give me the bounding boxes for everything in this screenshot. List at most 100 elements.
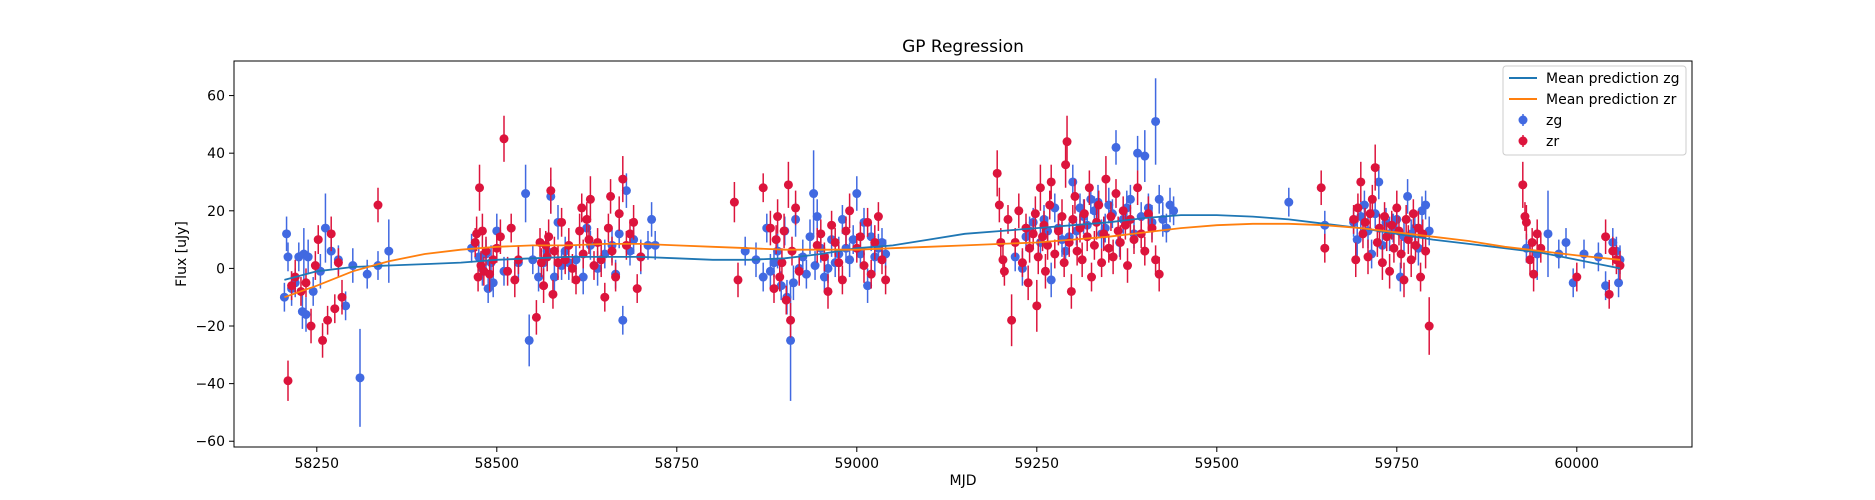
data-point-zr xyxy=(607,246,617,256)
data-point-zg xyxy=(1111,142,1121,152)
data-point-zr xyxy=(812,240,822,250)
data-point-zg xyxy=(355,373,365,383)
y-axis: −60 −40 −20 0 20 40 60 xyxy=(195,89,234,450)
prediction-lines-layer xyxy=(284,214,1621,299)
data-point-zr xyxy=(495,232,505,242)
data-point-zr xyxy=(1043,240,1053,250)
data-point-zr xyxy=(1111,189,1121,199)
data-point-zr xyxy=(863,217,873,227)
x-axis-label: MJD xyxy=(950,473,977,489)
data-point-zr xyxy=(606,191,616,201)
data-point-zr xyxy=(873,212,883,222)
legend-swatch-marker-zg xyxy=(1518,115,1528,125)
data-point-zg xyxy=(801,269,811,279)
data-point-zr xyxy=(614,209,624,219)
data-point-zr xyxy=(546,186,556,196)
data-point-zr xyxy=(1349,214,1359,224)
data-point-zr xyxy=(1154,269,1164,279)
data-point-zr xyxy=(1057,212,1067,222)
data-point-zg xyxy=(528,255,538,265)
data-point-zg xyxy=(845,255,855,265)
data-point-zr xyxy=(1377,258,1387,268)
data-point-zr xyxy=(1372,237,1382,247)
data-point-zg xyxy=(279,292,289,302)
data-point-zg xyxy=(521,189,531,199)
data-point-zr xyxy=(1007,315,1017,325)
data-point-zr xyxy=(1421,246,1431,256)
data-point-zr xyxy=(1320,243,1330,253)
data-point-zr xyxy=(1601,232,1611,242)
data-point-zr xyxy=(1066,286,1076,296)
data-point-zr xyxy=(834,258,844,268)
data-point-zr xyxy=(287,281,297,291)
plot-area-frame xyxy=(233,60,1693,448)
data-point-zr xyxy=(1075,223,1085,233)
data-point-zr xyxy=(1115,237,1125,247)
data-point-zg xyxy=(1421,200,1431,210)
x-tick-label: 59750 xyxy=(1375,456,1420,472)
y-tick-label: −40 xyxy=(195,377,225,393)
data-point-zr xyxy=(992,168,1002,178)
data-point-zr xyxy=(1363,252,1373,262)
data-point-zg xyxy=(1561,237,1571,247)
data-point-zr xyxy=(1028,229,1038,239)
data-point-zr xyxy=(845,206,855,216)
data-point-zr xyxy=(470,237,480,247)
data-point-zg xyxy=(643,240,653,250)
data-point-zr xyxy=(771,235,781,245)
data-point-zg xyxy=(1601,281,1611,291)
data-point-zg xyxy=(303,252,313,262)
data-point-zg xyxy=(1061,246,1071,256)
data-point-zr xyxy=(1068,214,1078,224)
data-point-zr xyxy=(1017,258,1027,268)
data-point-zg xyxy=(819,272,829,282)
data-point-zg xyxy=(1543,229,1553,239)
data-point-zr xyxy=(567,263,577,273)
chart-title: GP Regression xyxy=(902,37,1024,57)
line-mean-prediction-zr xyxy=(284,222,1621,299)
x-tick-label: 59500 xyxy=(1195,456,1240,472)
data-point-zr xyxy=(1106,212,1116,222)
data-point-zg xyxy=(758,272,768,282)
data-point-zg xyxy=(614,229,624,239)
data-point-zr xyxy=(1382,232,1392,242)
data-point-zr xyxy=(1129,235,1139,245)
data-point-zr xyxy=(326,229,336,239)
data-point-zg xyxy=(776,281,786,291)
data-point-zr xyxy=(866,269,876,279)
data-point-zr xyxy=(996,237,1006,247)
data-point-zg xyxy=(1169,206,1179,216)
data-point-zr xyxy=(600,292,610,302)
data-point-zr xyxy=(1399,275,1409,285)
data-point-zr xyxy=(1092,217,1102,227)
data-point-zr xyxy=(577,203,587,213)
data-point-zg xyxy=(823,263,833,273)
data-point-zr xyxy=(1089,240,1099,250)
data-point-zr xyxy=(999,266,1009,276)
data-point-zr xyxy=(1143,209,1153,219)
y-tick-label: 60 xyxy=(207,89,225,105)
data-point-zr xyxy=(1608,246,1618,256)
data-point-zg xyxy=(1403,191,1413,201)
data-point-zg xyxy=(647,214,657,224)
data-point-zr xyxy=(1572,272,1582,282)
data-point-zr xyxy=(823,286,833,296)
x-tick-label: 59250 xyxy=(1015,456,1060,472)
data-point-zr xyxy=(783,180,793,190)
data-point-zr xyxy=(1077,255,1087,265)
data-point-zr xyxy=(323,315,333,325)
data-point-zr xyxy=(553,258,563,268)
data-point-zr xyxy=(1151,255,1161,265)
data-point-zr xyxy=(283,376,293,386)
data-point-zr xyxy=(791,203,801,213)
data-point-zr xyxy=(1087,272,1097,282)
data-point-zr xyxy=(333,258,343,268)
data-point-zg xyxy=(320,223,330,233)
data-point-zr xyxy=(816,229,826,239)
data-point-zg xyxy=(301,309,311,319)
data-point-zr xyxy=(1104,243,1114,253)
legend-entry-zg: zg xyxy=(1518,113,1562,129)
data-point-zg xyxy=(863,281,873,291)
data-point-zr xyxy=(729,197,739,207)
data-point-zg xyxy=(384,246,394,256)
